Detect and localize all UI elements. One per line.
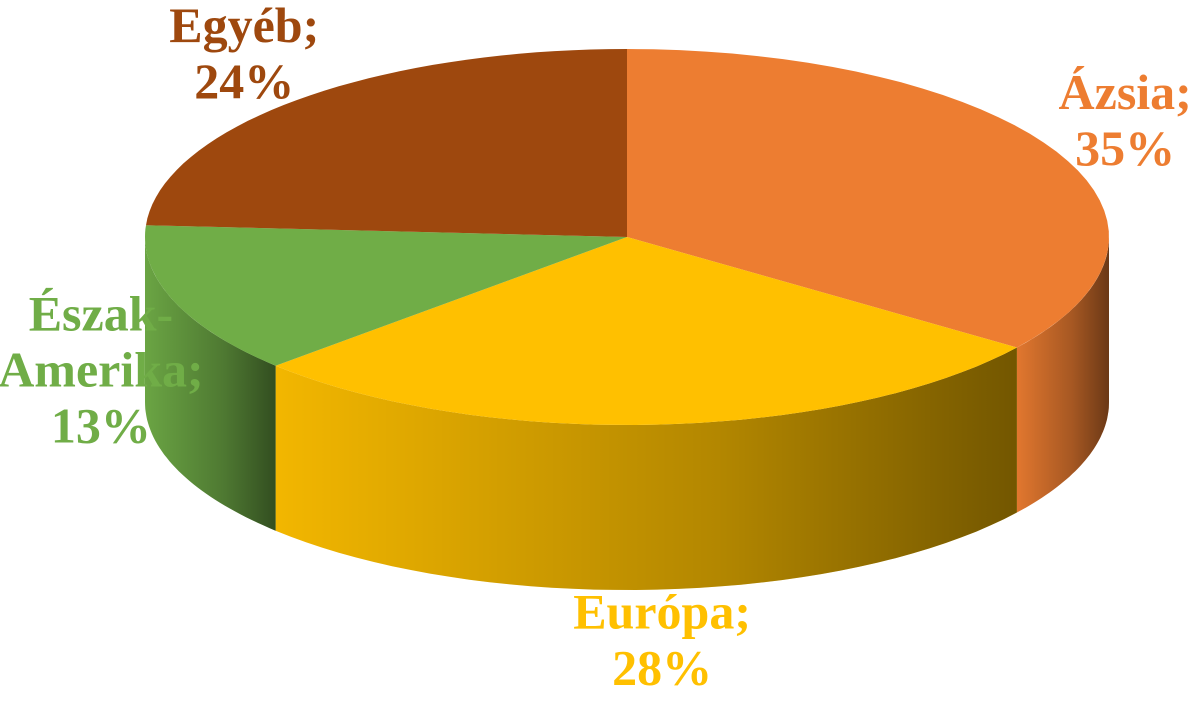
value-label: 24% xyxy=(194,53,294,109)
label-separator: ; xyxy=(187,342,204,398)
slice-side-shade xyxy=(1016,237,1109,513)
category-label: Európa xyxy=(573,584,734,640)
data-label: Európa; 28% xyxy=(573,584,751,696)
slice-top xyxy=(146,49,627,237)
slice-side-shade xyxy=(145,237,276,531)
category-label-part: Amerika xyxy=(0,342,187,398)
category-label-part: Észak- xyxy=(29,286,173,342)
slice-top xyxy=(627,49,1109,348)
label-separator: ; xyxy=(1175,65,1189,121)
value-label: 35% xyxy=(1075,121,1175,177)
value-label: 13% xyxy=(51,398,151,454)
data-label: Ázsia;35% xyxy=(1059,65,1189,177)
category-label: Egyéb xyxy=(169,0,302,53)
label-separator: ; xyxy=(303,0,320,53)
value-label: 28% xyxy=(612,640,712,696)
label-separator: ; xyxy=(734,584,751,640)
slice-top xyxy=(145,225,627,366)
category-label: Ázsia xyxy=(1059,65,1176,121)
slice-top xyxy=(275,237,1017,425)
data-label: Észak-Amerika; 13% xyxy=(0,286,204,454)
data-label: Egyéb; 24% xyxy=(169,0,319,109)
slice-side-shade xyxy=(275,347,1017,590)
category-label: Észak-Amerika xyxy=(0,286,187,398)
